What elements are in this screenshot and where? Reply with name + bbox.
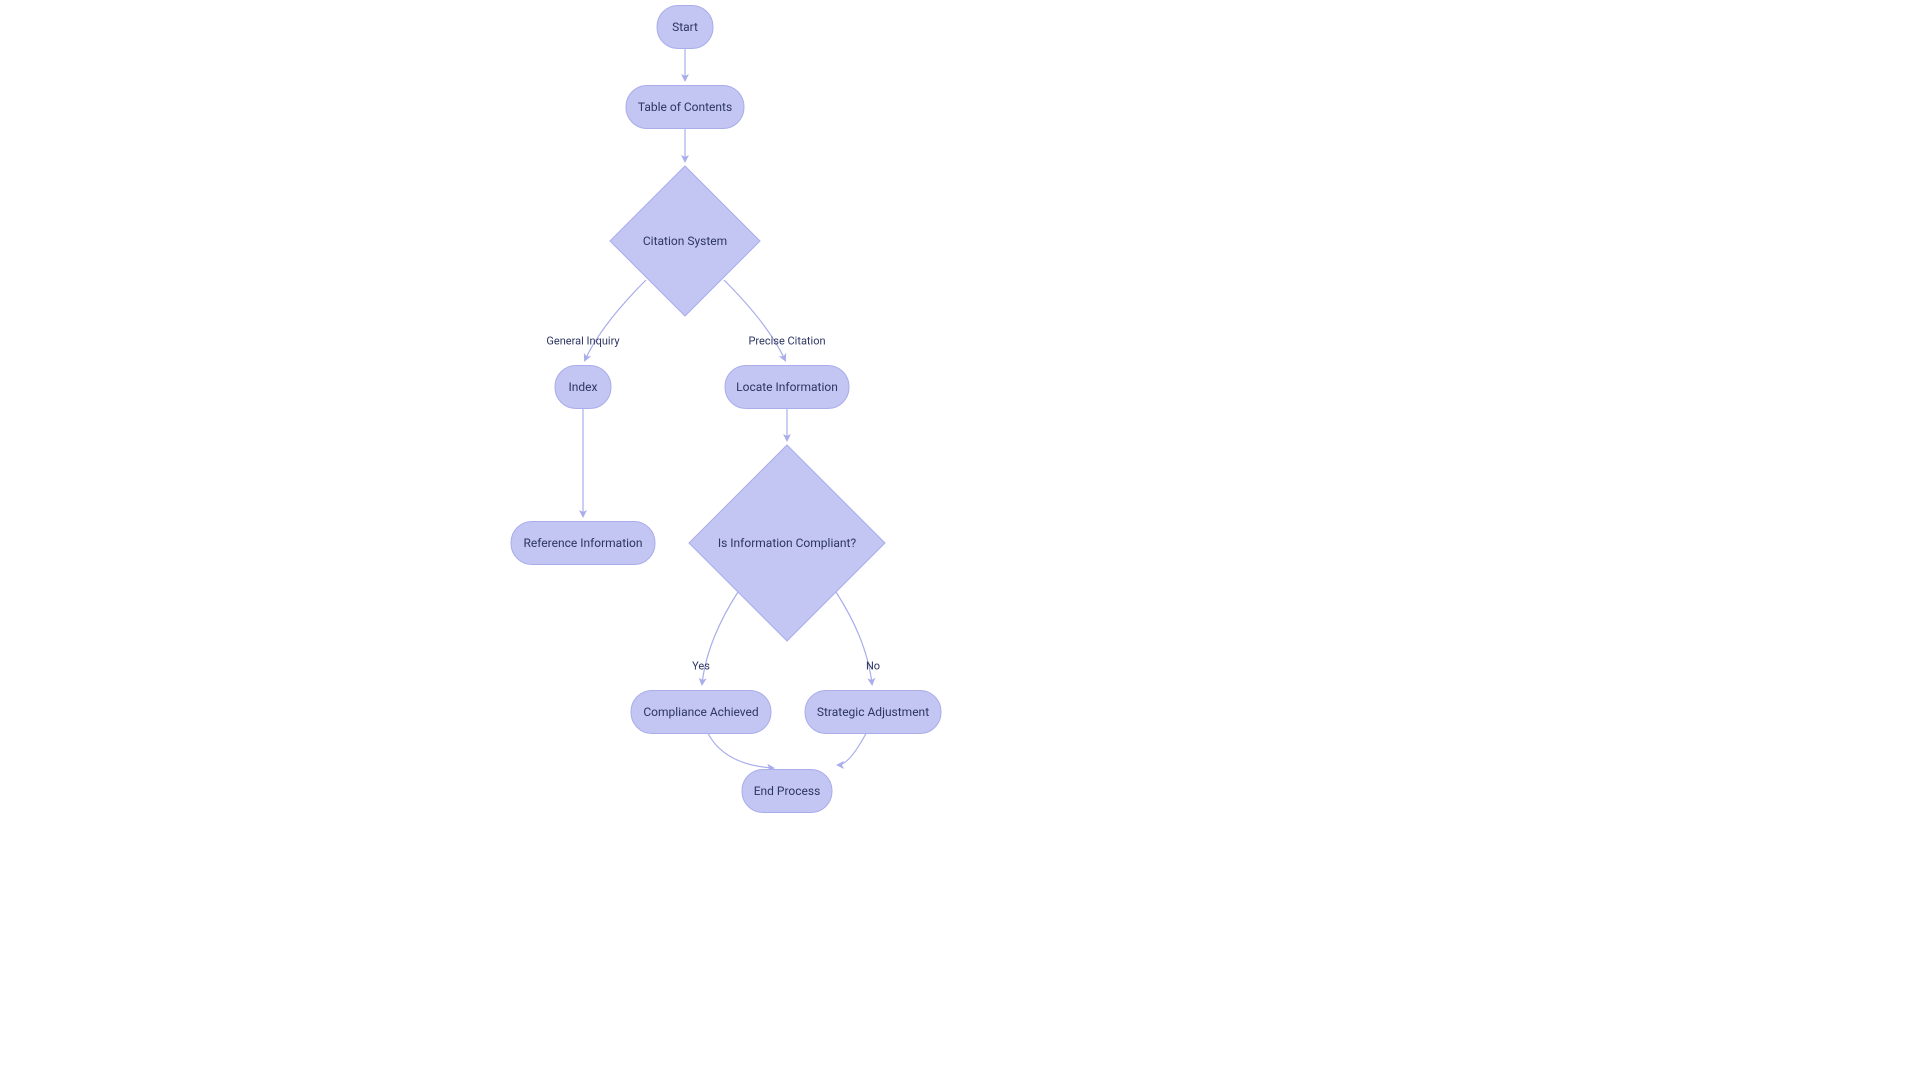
node-adjust: Strategic Adjustment: [805, 691, 941, 734]
edge-label-compliantq-adjust: No: [866, 660, 880, 673]
node-label-compliantq: Is Information Compliant?: [718, 536, 857, 550]
nodes-layer: Start Table of Contents Citation System Ind…: [511, 6, 941, 813]
node-label-index: Index: [569, 380, 598, 394]
node-start: Start: [657, 6, 713, 49]
node-toc: Table of Contents: [626, 86, 744, 129]
node-label-citation: Citation System: [643, 234, 727, 248]
node-label-toc: Table of Contents: [638, 100, 732, 114]
node-end: End Process: [742, 770, 832, 813]
edge-label-citation-index: General Inquiry: [546, 335, 620, 348]
edge-achieved-end: [708, 734, 773, 769]
node-achieved: Compliance Achieved: [631, 691, 771, 734]
node-label-refinfo: Reference Information: [523, 536, 642, 550]
node-locate: Locate Information: [725, 366, 849, 409]
edge-label-citation-locate: Precise Citation: [748, 335, 825, 348]
node-refinfo: Reference Information: [511, 522, 655, 565]
edge-citation-locate: [724, 280, 785, 360]
node-label-achieved: Compliance Achieved: [643, 705, 758, 719]
edge-label-compliantq-achieved: Yes: [692, 660, 710, 673]
node-label-adjust: Strategic Adjustment: [817, 705, 929, 719]
node-label-locate: Locate Information: [736, 380, 838, 394]
node-compliantq: Is Information Compliant?: [689, 445, 885, 641]
node-label-start: Start: [672, 20, 698, 34]
node-label-end: End Process: [754, 784, 821, 798]
node-index: Index: [555, 366, 611, 409]
edge-adjust-end: [838, 734, 866, 766]
flowchart-canvas: General Inquiry Precise Citation Yes No Sta…: [0, 0, 1920, 1080]
edge-citation-index: [585, 280, 646, 360]
